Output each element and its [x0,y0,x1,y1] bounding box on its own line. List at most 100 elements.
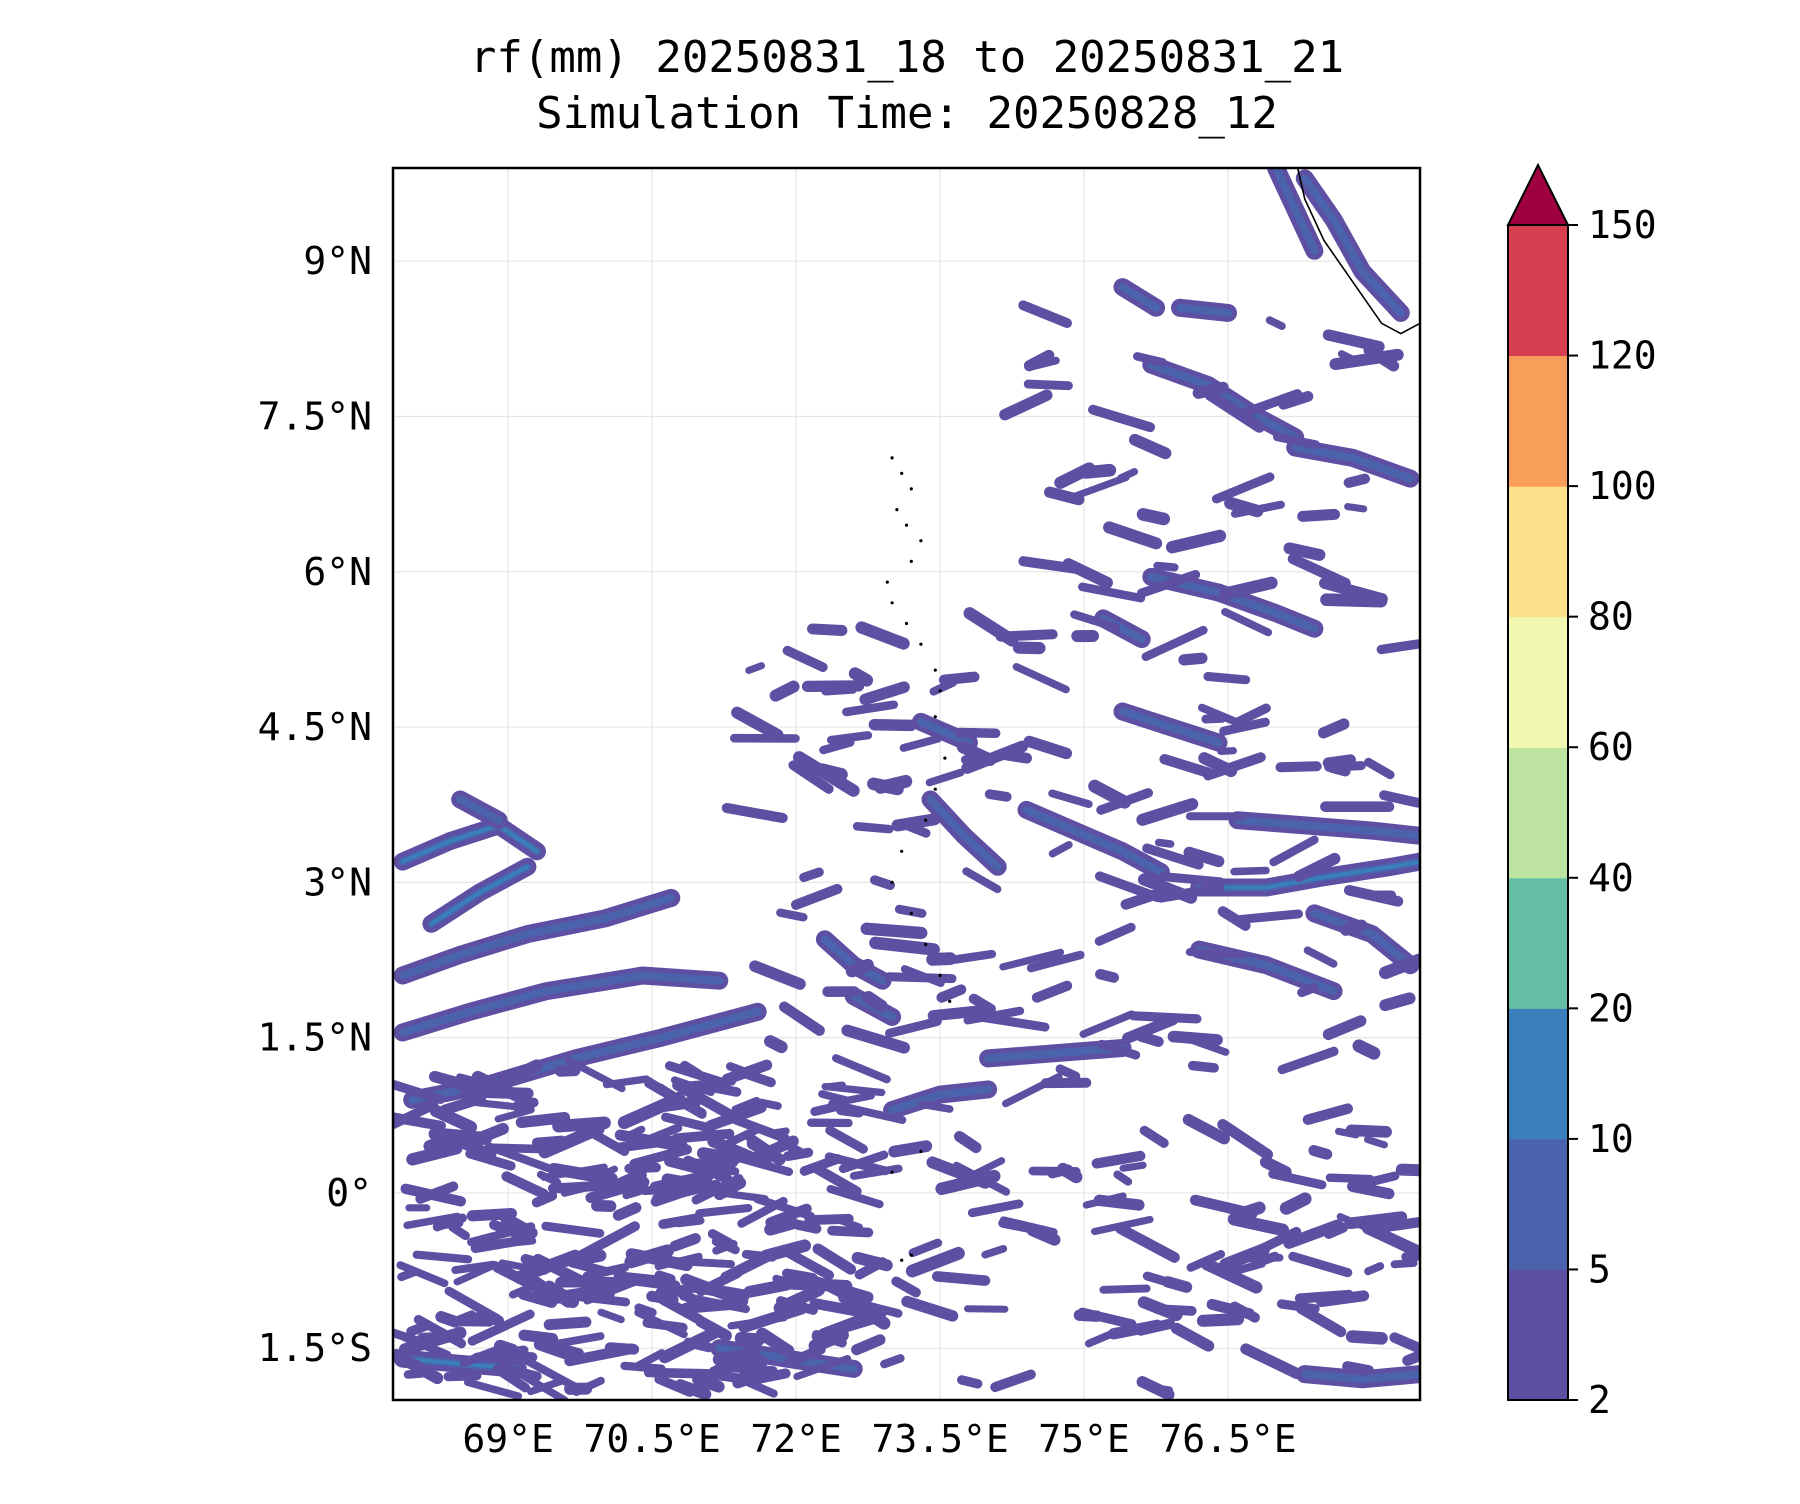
rain-cell [852,965,868,971]
rain-cell [857,826,889,829]
colorbar-segment [1508,356,1568,487]
rain-cell [750,1285,787,1292]
rain-cell [754,1373,786,1379]
rain-cell [1402,1170,1428,1171]
rain-cell [686,1304,740,1308]
rain-cell [1060,1069,1076,1076]
rain-cell [645,1188,684,1191]
rain-cell [577,1297,626,1303]
island-marker [948,1000,951,1003]
rain-cell [448,1376,477,1377]
island-marker [939,974,942,977]
title-line-1: rf(mm) 20250831_18 to 20250831_21 [470,32,1344,83]
rain-cell [798,1225,816,1229]
rain-cell [625,1366,662,1369]
island-marker [919,1150,922,1153]
colorbar-segment [1508,1269,1568,1400]
island-marker [943,757,946,760]
rain-cell [1190,952,1244,955]
island-marker [934,715,937,718]
rain-cell [472,1214,511,1216]
island-marker [939,689,942,692]
rain-cell [741,1338,758,1340]
rain-cell [937,1276,985,1280]
rain-cell [719,1355,748,1360]
rain-cell [553,1186,596,1188]
rain-cell [1184,658,1202,660]
rain-cell [813,629,843,631]
rain-cell [881,781,906,787]
colorbar-segment [1508,225,1568,356]
rain-cell [1100,974,1114,977]
rain-cell [1302,988,1314,993]
rain-cell [1001,634,1053,636]
colorbar-segment [1508,617,1568,748]
rain-cell [1137,356,1162,362]
colorbar-segment [1508,878,1568,1009]
rain-cell [597,1206,611,1207]
y-tick-label: 7.5°N [258,394,372,438]
colorbar-segment [1508,747,1568,878]
rain-cell [832,1231,868,1233]
island-marker [924,819,927,822]
x-tick-label: 72°E [750,1417,842,1461]
island-marker [900,850,903,853]
island-marker [910,560,913,563]
title-line-2: Simulation Time: 20250828_12 [536,88,1278,139]
rain-cell [742,1156,754,1160]
rain-cell [749,666,762,671]
rain-cell [1208,677,1246,680]
rain-cell [990,794,1007,797]
rain-cell [698,1380,719,1387]
colorbar-tick-label: 40 [1588,856,1634,900]
rain-cell [770,1131,786,1134]
rain-cell [780,913,803,918]
rain-cell [1330,1178,1370,1179]
rain-cell [1193,1066,1215,1068]
island-marker [891,1171,894,1174]
rain-cell [1353,1186,1389,1193]
island-marker [886,581,889,584]
colorbar-tick-label: 120 [1588,334,1657,378]
island-marker [895,508,898,511]
island-marker [910,912,913,915]
colorbar-tick-label: 20 [1588,986,1634,1030]
x-tick-label: 76.5°E [1159,1417,1296,1461]
rain-cell [1314,1151,1327,1155]
rain-cell [942,990,962,998]
rain-cell [787,1273,813,1278]
rain-cell [1329,1228,1343,1234]
rain-cell [933,959,951,960]
colorbar-tick-label: 10 [1588,1117,1634,1161]
island-marker [919,539,922,542]
y-tick-label: 6°N [303,550,372,594]
rain-cell [770,1041,781,1047]
y-tick-label: 3°N [303,860,372,904]
rain-cell [610,1348,634,1350]
rain-cell [688,1343,709,1348]
rain-cell [1281,766,1317,767]
rain-cell [1143,514,1164,519]
rain-cell [492,1355,532,1357]
x-tick-label: 70.5°E [584,1417,721,1461]
rain-cell [660,1288,694,1292]
rain-cell [826,689,853,691]
colorbar-segment [1508,1008,1568,1139]
rain-cell [1234,871,1266,872]
rain-cell [1203,1319,1238,1321]
rain-cell [841,1110,859,1112]
island-marker [919,643,922,646]
island-marker [891,456,894,459]
island-marker [900,472,903,475]
rain-cell [1346,926,1362,930]
colorbar-tick-label: 60 [1588,725,1634,769]
rain-cell [699,1208,748,1213]
rain-cell [1270,320,1282,326]
rain-cell [549,1322,586,1325]
rain-cell [1351,1130,1386,1132]
rain-cell [889,977,952,979]
colorbar-tick-label: 80 [1588,595,1634,639]
rain-cell [952,954,992,960]
